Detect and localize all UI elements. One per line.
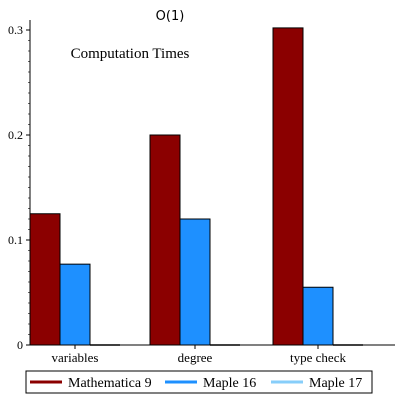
x-tick-label: type check: [290, 350, 346, 365]
legend-label: Maple 17: [309, 376, 362, 391]
bar: [29, 213, 61, 346]
legend-label: Maple 16: [203, 376, 256, 391]
legend-label: Mathematica 9: [68, 376, 152, 391]
bar: [302, 286, 334, 346]
x-tick-labels: variables degree type check: [52, 350, 347, 365]
chart-annotation: Computation Times: [71, 46, 190, 62]
legend-box: [25, 370, 373, 394]
x-tick-label: degree: [178, 350, 213, 365]
x-tick-label: variables: [52, 350, 99, 365]
bars: [29, 27, 363, 346]
bar: [179, 218, 211, 346]
bar: [59, 263, 91, 346]
y-tick-label: 0: [17, 338, 23, 352]
y-tick-label: 0.1: [8, 233, 23, 247]
chart-title: O(1): [156, 9, 185, 24]
legend: Mathematica 9 Maple 16 Maple 17: [25, 370, 373, 394]
y-tick-label: 0.2: [8, 128, 23, 142]
bar: [272, 27, 304, 346]
bar: [149, 134, 181, 346]
y-tick-label: 0.3: [8, 23, 23, 37]
